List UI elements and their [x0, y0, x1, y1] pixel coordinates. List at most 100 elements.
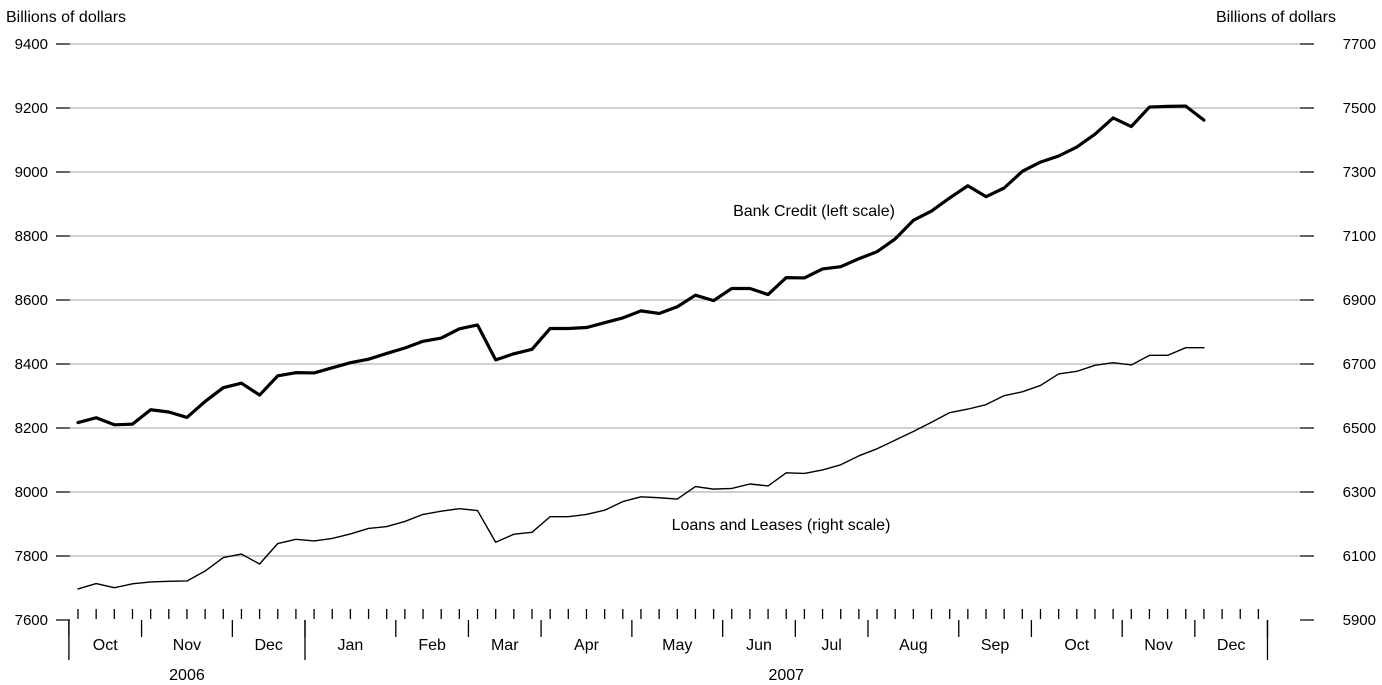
data-point-loans-and-leases — [749, 483, 751, 485]
data-point-loans-and-leases — [985, 403, 987, 405]
left-axis-tick-label: 9400 — [15, 36, 48, 53]
month-label: Nov — [173, 637, 201, 654]
month-label: Sep — [981, 637, 1010, 654]
data-point-loans-and-leases — [404, 520, 406, 522]
data-point-loans-and-leases — [131, 583, 133, 585]
data-point-loans-and-leases — [676, 498, 678, 500]
data-point-loans-and-leases — [168, 580, 170, 582]
data-point-bank-credit — [930, 210, 932, 212]
data-point-bank-credit — [367, 358, 369, 360]
data-point-bank-credit — [1130, 125, 1132, 127]
series-label-bank-credit: Bank Credit (left scale) — [733, 203, 895, 220]
month-label: Jul — [821, 637, 841, 654]
data-point-bank-credit — [422, 340, 424, 342]
data-point-loans-and-leases — [295, 538, 297, 540]
month-label: Apr — [574, 637, 600, 654]
month-label: Jan — [338, 637, 364, 654]
data-point-bank-credit — [258, 394, 260, 396]
data-point-loans-and-leases — [186, 580, 188, 582]
year-label: 2007 — [768, 667, 804, 684]
data-point-bank-credit — [1203, 119, 1205, 121]
left-axis-tick-label: 8000 — [15, 484, 48, 501]
data-point-bank-credit — [113, 424, 115, 426]
data-point-bank-credit — [985, 195, 987, 197]
data-point-loans-and-leases — [277, 542, 279, 544]
data-point-bank-credit — [404, 347, 406, 349]
data-point-loans-and-leases — [731, 487, 733, 489]
data-point-loans-and-leases — [222, 556, 224, 558]
data-point-loans-and-leases — [1112, 362, 1114, 364]
data-point-bank-credit — [1003, 187, 1005, 189]
right-axis-unit-label: Billions of dollars — [1216, 9, 1336, 26]
data-point-bank-credit — [912, 219, 914, 221]
data-point-bank-credit — [331, 367, 333, 369]
data-point-loans-and-leases — [422, 513, 424, 515]
data-point-loans-and-leases — [658, 497, 660, 499]
data-point-bank-credit — [767, 293, 769, 295]
data-point-loans-and-leases — [640, 496, 642, 498]
data-point-bank-credit — [549, 327, 551, 329]
data-point-bank-credit — [876, 250, 878, 252]
data-point-bank-credit — [567, 327, 569, 329]
data-point-loans-and-leases — [930, 421, 932, 423]
series-lines — [76, 104, 1206, 590]
data-point-bank-credit — [712, 299, 714, 301]
left-axis-tick-label: 8200 — [15, 420, 48, 437]
data-point-loans-and-leases — [95, 582, 97, 584]
data-point-loans-and-leases — [531, 531, 533, 533]
data-point-bank-credit — [349, 362, 351, 364]
month-label: Oct — [1064, 637, 1089, 654]
data-point-loans-and-leases — [1130, 364, 1132, 366]
data-point-bank-credit — [785, 276, 787, 278]
data-point-bank-credit — [277, 375, 279, 377]
year-label: 2006 — [169, 667, 205, 684]
data-point-loans-and-leases — [967, 408, 969, 410]
left-axis-tick-label: 8400 — [15, 356, 48, 373]
left-axis-tick-label: 8800 — [15, 228, 48, 245]
data-point-bank-credit — [821, 268, 823, 270]
data-point-bank-credit — [1021, 170, 1023, 172]
data-point-loans-and-leases — [858, 455, 860, 457]
data-point-bank-credit — [95, 417, 97, 419]
data-point-loans-and-leases — [331, 537, 333, 539]
month-label: May — [662, 637, 692, 654]
series-line-loans-and-leases — [77, 346, 1205, 590]
axes: 7600 7800 8000 8200 8400 8600 8800 9000 9200 9400… — [15, 36, 1376, 684]
data-point-bank-credit — [1076, 146, 1078, 148]
data-point-bank-credit — [948, 197, 950, 199]
data-point-bank-credit — [749, 287, 751, 289]
data-point-bank-credit — [77, 421, 79, 423]
data-point-bank-credit — [622, 317, 624, 319]
data-point-bank-credit — [386, 352, 388, 354]
month-label: Feb — [418, 637, 446, 654]
right-axis-tick-label: 6100 — [1343, 548, 1376, 565]
data-point-bank-credit — [476, 324, 478, 326]
month-label: Jun — [746, 637, 772, 654]
data-point-bank-credit — [222, 386, 224, 388]
data-point-bank-credit — [1057, 155, 1059, 157]
data-point-loans-and-leases — [149, 581, 151, 583]
data-point-loans-and-leases — [386, 525, 388, 527]
data-point-loans-and-leases — [1076, 370, 1078, 372]
data-point-loans-and-leases — [876, 448, 878, 450]
data-point-loans-and-leases — [458, 507, 460, 509]
data-point-loans-and-leases — [367, 527, 369, 529]
right-axis-tick-label: 6900 — [1343, 292, 1376, 309]
data-point-bank-credit — [1148, 106, 1150, 108]
data-point-loans-and-leases — [912, 430, 914, 432]
data-point-loans-and-leases — [567, 515, 569, 517]
right-axis-tick-label: 5900 — [1343, 612, 1376, 629]
data-point-loans-and-leases — [494, 541, 496, 543]
right-axis-tick-label: 7700 — [1343, 36, 1376, 53]
data-point-loans-and-leases — [1057, 373, 1059, 375]
data-point-loans-and-leases — [694, 485, 696, 487]
data-point-bank-credit — [131, 423, 133, 425]
data-point-bank-credit — [168, 411, 170, 413]
data-point-loans-and-leases — [603, 509, 605, 511]
data-point-bank-credit — [1112, 117, 1114, 119]
data-point-loans-and-leases — [840, 464, 842, 466]
data-point-bank-credit — [840, 266, 842, 268]
data-point-loans-and-leases — [476, 509, 478, 511]
data-point-loans-and-leases — [894, 439, 896, 441]
